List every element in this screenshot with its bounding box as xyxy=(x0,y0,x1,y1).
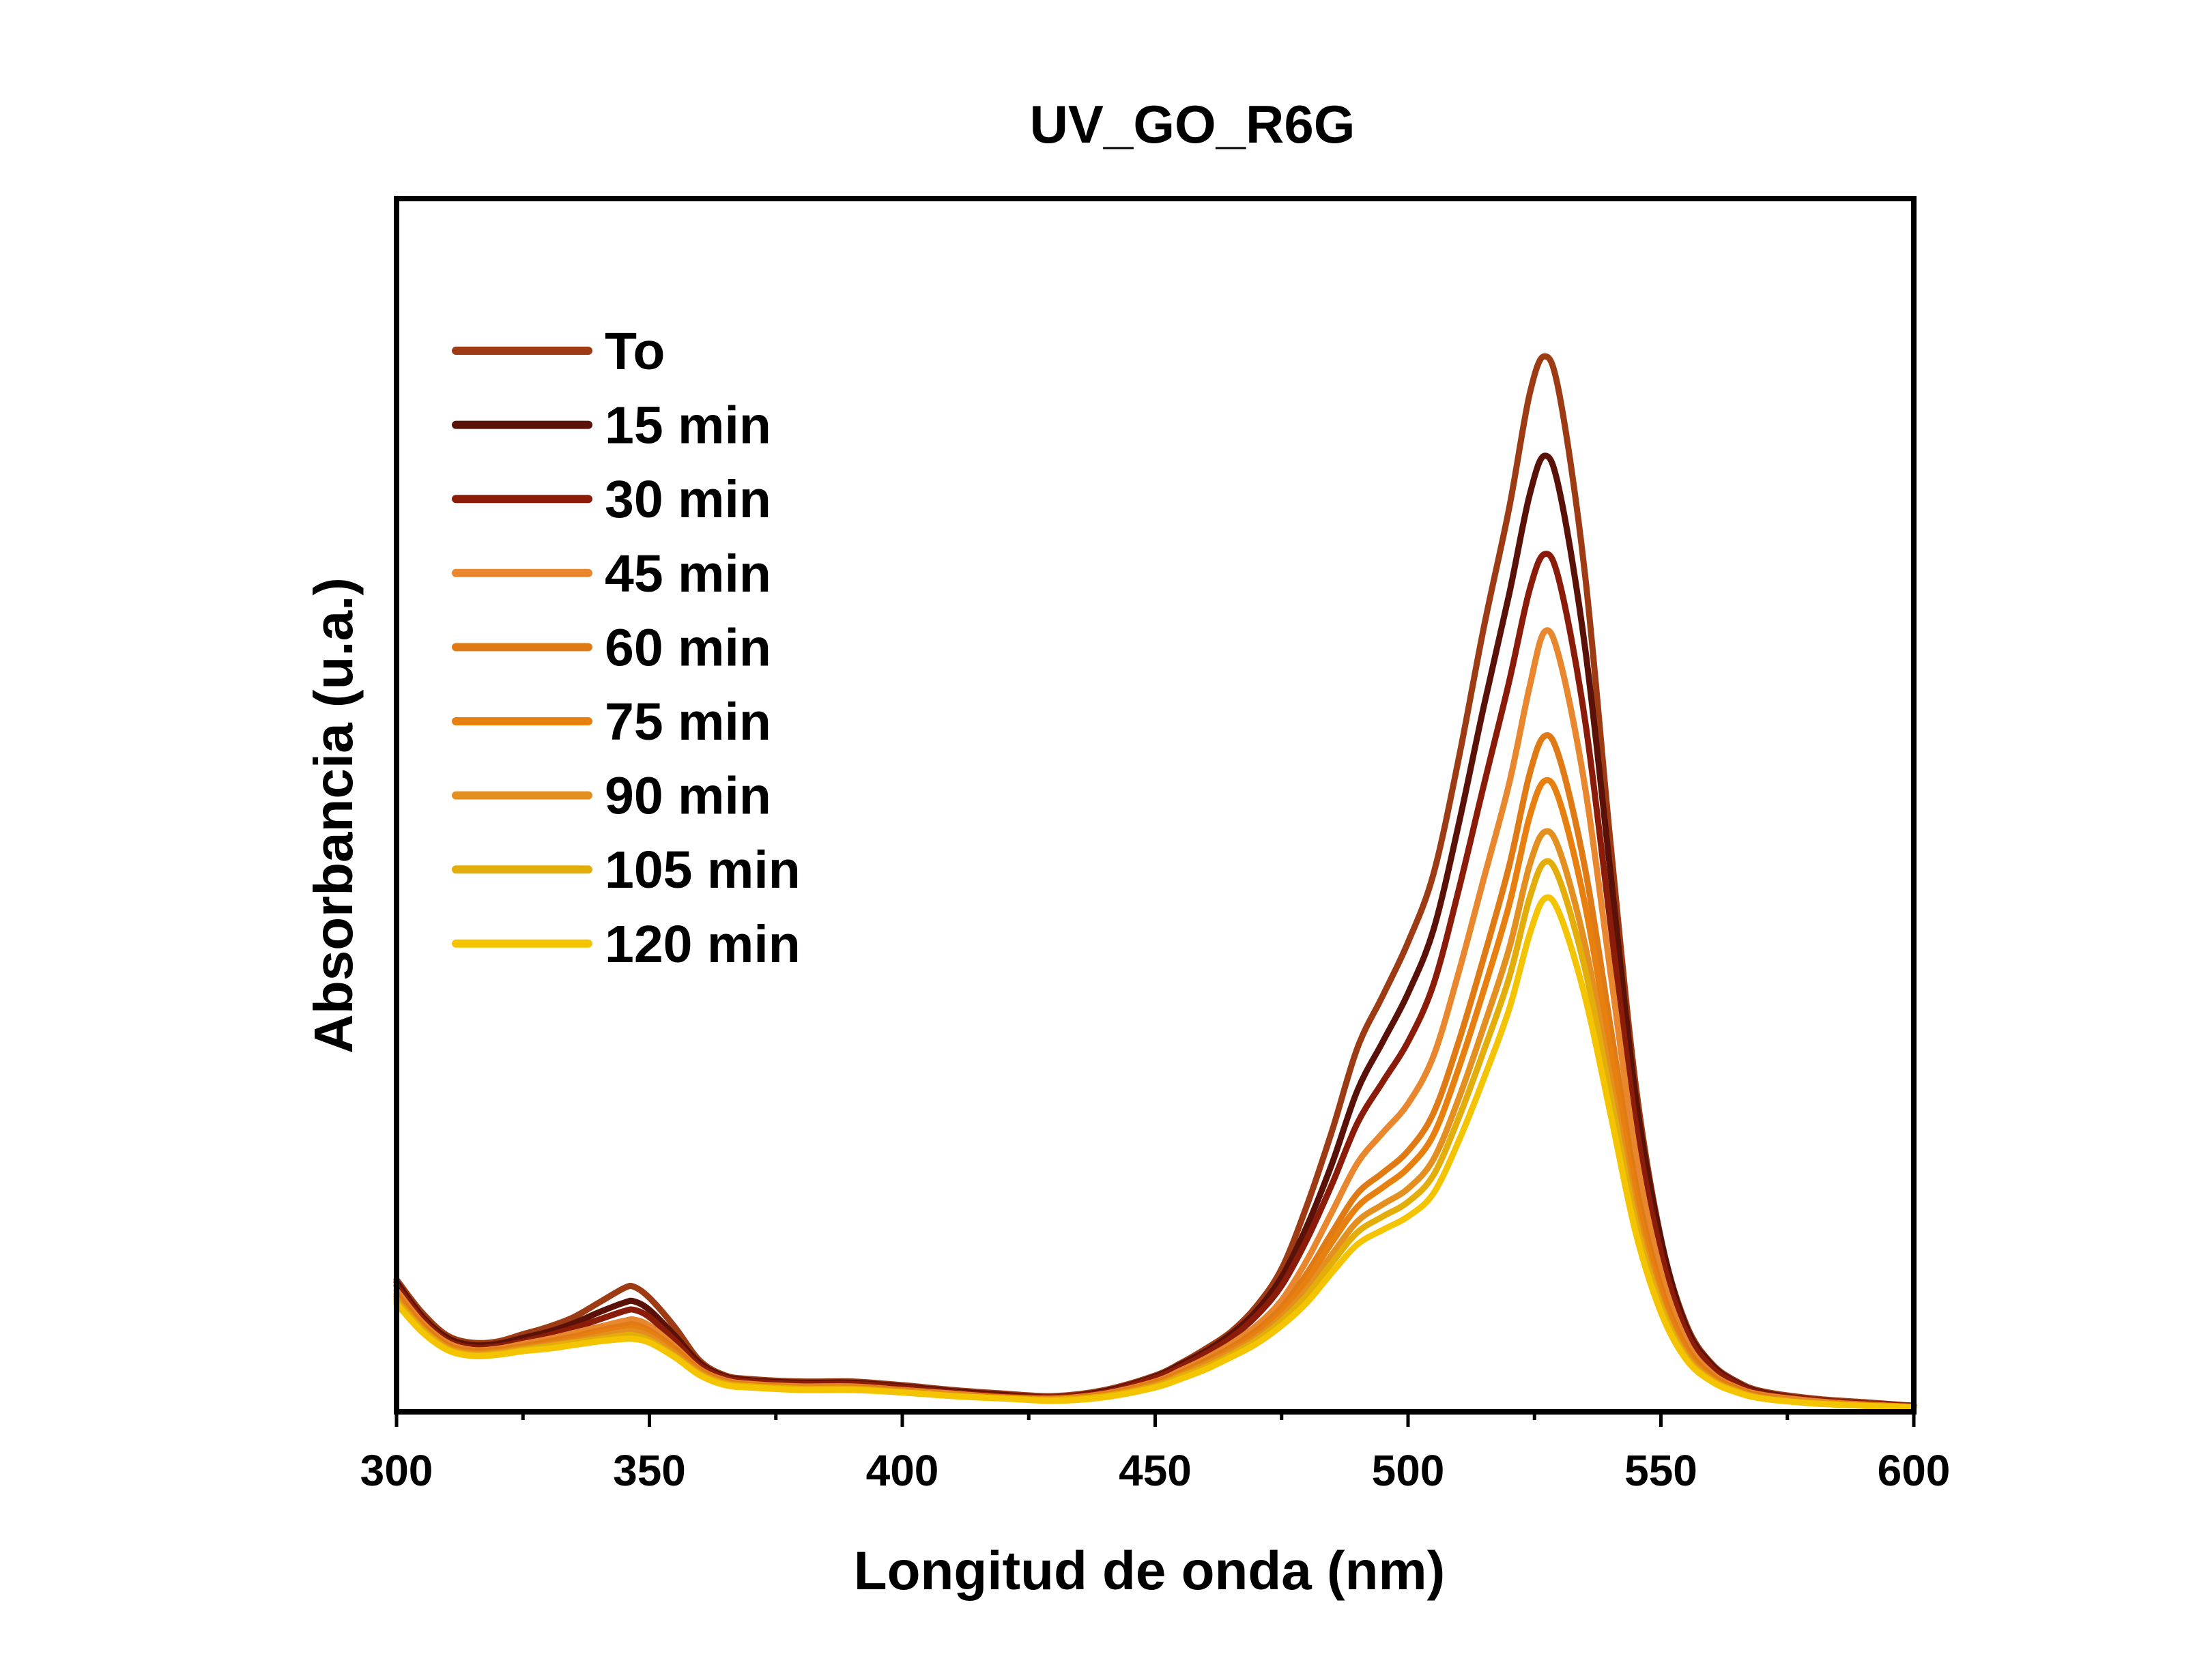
legend-label-4: 60 min xyxy=(605,618,771,677)
legend: To 15 min 30 min 45 min 60 min 75 min 90 min 10… xyxy=(452,322,801,974)
x-tick-label: 500 xyxy=(1372,1446,1445,1495)
series-line-8 xyxy=(393,894,1917,1410)
series-line-1 xyxy=(393,452,1917,1409)
x-tick-label: 450 xyxy=(1119,1446,1192,1495)
legend-label-0: To xyxy=(605,322,665,381)
series-line-2 xyxy=(393,551,1917,1409)
legend-label-7: 105 min xyxy=(605,841,801,899)
y-axis-label: Absorbancia (u.a.) xyxy=(303,577,364,1054)
chart-title: UV_GO_R6G xyxy=(1030,94,1355,154)
series-line-3 xyxy=(393,627,1917,1410)
x-axis-label: Longitud de onda (nm) xyxy=(854,1540,1445,1601)
legend-label-6: 90 min xyxy=(605,767,771,826)
legend-label-2: 30 min xyxy=(605,470,771,529)
x-tick-label: 350 xyxy=(613,1446,686,1495)
legend-label-1: 15 min xyxy=(605,396,771,455)
x-axis: 300 350 400 450 500 550 600 xyxy=(360,1412,1951,1495)
legend-label-3: 45 min xyxy=(605,545,771,603)
legend-label-8: 120 min xyxy=(605,915,801,974)
x-tick-label: 300 xyxy=(360,1446,433,1495)
series-line-4 xyxy=(393,732,1917,1410)
x-tick-label: 600 xyxy=(1878,1446,1951,1495)
legend-label-5: 75 min xyxy=(605,693,771,751)
x-tick-label: 400 xyxy=(866,1446,939,1495)
series-layer xyxy=(393,353,1917,1410)
x-tick-label: 550 xyxy=(1624,1446,1697,1495)
